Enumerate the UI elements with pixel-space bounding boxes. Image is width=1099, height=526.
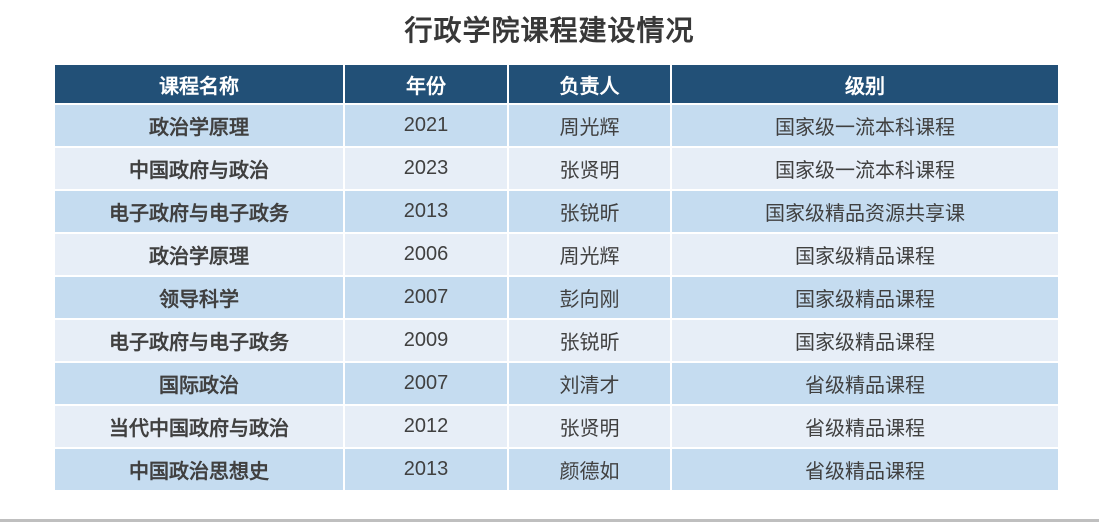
- level-cell: 国家级精品课程: [670, 318, 1060, 363]
- leader-cell: 周光辉: [507, 103, 672, 148]
- level-cell: 国家级一流本科课程: [670, 146, 1060, 191]
- course-name-cell: 中国政府与政治: [53, 146, 345, 191]
- year-cell: 2012: [343, 404, 509, 449]
- table-row: 领导科学 2007 彭向刚 国家级精品课程: [53, 275, 1060, 320]
- level-cell: 国家级精品课程: [670, 232, 1060, 277]
- level-cell: 省级精品课程: [670, 361, 1060, 406]
- year-cell: 2021: [343, 103, 509, 148]
- course-name-cell: 当代中国政府与政治: [53, 404, 345, 449]
- table-body: 政治学原理 2021 周光辉 国家级一流本科课程 中国政府与政治 2023 张贤明 国家级一流…: [53, 103, 1060, 492]
- level-cell: 省级精品课程: [670, 447, 1060, 492]
- leader-cell: 刘清才: [507, 361, 672, 406]
- header-cell: 课程名称: [53, 63, 345, 105]
- course-name-cell: 中国政治思想史: [53, 447, 345, 492]
- level-cell: 国家级精品资源共享课: [670, 189, 1060, 234]
- leader-cell: 周光辉: [507, 232, 672, 277]
- leader-cell: 张贤明: [507, 404, 672, 449]
- leader-cell: 颜德如: [507, 447, 672, 492]
- year-cell: 2007: [343, 361, 509, 406]
- course-name-cell: 政治学原理: [53, 103, 345, 148]
- table-row: 中国政府与政治 2023 张贤明 国家级一流本科课程: [53, 146, 1060, 191]
- course-name-cell: 国际政治: [53, 361, 345, 406]
- leader-cell: 张锐昕: [507, 189, 672, 234]
- bottom-divider: [0, 519, 1099, 522]
- level-cell: 国家级一流本科课程: [670, 103, 1060, 148]
- course-name-cell: 电子政府与电子政务: [53, 318, 345, 363]
- header-cell: 级别: [670, 63, 1060, 105]
- header-cell: 负责人: [507, 63, 672, 105]
- page-title: 行政学院课程建设情况: [404, 15, 695, 46]
- year-cell: 2007: [343, 275, 509, 320]
- level-cell: 省级精品课程: [670, 404, 1060, 449]
- course-name-cell: 电子政府与电子政务: [53, 189, 345, 234]
- year-cell: 2013: [343, 447, 509, 492]
- table-row: 电子政府与电子政务 2013 张锐昕 国家级精品资源共享课: [53, 189, 1060, 234]
- table-row: 当代中国政府与政治 2012 张贤明 省级精品课程: [53, 404, 1060, 449]
- year-cell: 2013: [343, 189, 509, 234]
- year-cell: 2009: [343, 318, 509, 363]
- course-name-cell: 政治学原理: [53, 232, 345, 277]
- table-row: 中国政治思想史 2013 颜德如 省级精品课程: [53, 447, 1060, 492]
- table-header-row: 课程名称 年份 负责人 级别: [53, 63, 1060, 105]
- level-cell: 国家级精品课程: [670, 275, 1060, 320]
- course-name-cell: 领导科学: [53, 275, 345, 320]
- table-row: 政治学原理 2021 周光辉 国家级一流本科课程: [53, 103, 1060, 148]
- leader-cell: 张锐昕: [507, 318, 672, 363]
- leader-cell: 张贤明: [507, 146, 672, 191]
- table-row: 政治学原理 2006 周光辉 国家级精品课程: [53, 232, 1060, 277]
- table-row: 国际政治 2007 刘清才 省级精品课程: [53, 361, 1060, 406]
- year-cell: 2023: [343, 146, 509, 191]
- year-cell: 2006: [343, 232, 509, 277]
- leader-cell: 彭向刚: [507, 275, 672, 320]
- table-row: 电子政府与电子政务 2009 张锐昕 国家级精品课程: [53, 318, 1060, 363]
- course-table: 课程名称 年份 负责人 级别 政治学原理 2021 周光辉 国家级一流本科课程 中国政府与政治…: [53, 63, 1060, 492]
- header-cell: 年份: [343, 63, 509, 105]
